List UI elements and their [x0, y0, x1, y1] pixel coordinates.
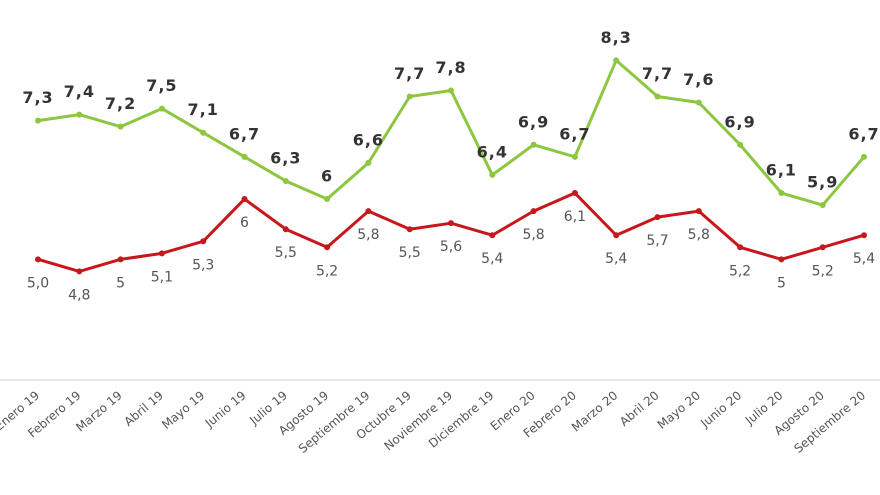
- point: [695, 208, 702, 215]
- point: [571, 190, 578, 197]
- point: [35, 256, 41, 263]
- point: [448, 220, 454, 227]
- point: [200, 129, 207, 136]
- value-label: 7,7: [394, 64, 425, 83]
- value-label: 7,3: [22, 88, 53, 107]
- point: [365, 208, 372, 215]
- x-tick-label: Junio 19: [202, 388, 249, 431]
- value-label: 5,2: [812, 263, 834, 279]
- value-label: 5,0: [27, 275, 49, 291]
- x-tick-label: Septiembre 20: [791, 388, 868, 456]
- point: [695, 99, 702, 106]
- value-label: 6,7: [559, 124, 590, 143]
- point: [819, 202, 826, 209]
- value-label: 8,3: [601, 28, 632, 47]
- point: [571, 153, 578, 160]
- point: [613, 57, 620, 64]
- value-label: 4,8: [68, 287, 90, 303]
- point: [737, 141, 744, 148]
- value-label: 5,1: [151, 269, 173, 285]
- value-label: 5,6: [440, 239, 462, 255]
- point: [158, 250, 165, 257]
- value-label: 5,3: [192, 257, 214, 273]
- point: [117, 123, 124, 130]
- point: [282, 177, 289, 184]
- point: [778, 256, 785, 263]
- value-label: 5,4: [481, 251, 503, 267]
- value-label: 7,2: [105, 94, 136, 113]
- point: [406, 226, 413, 233]
- x-tick-label: Mayo 19: [159, 388, 207, 432]
- point: [35, 117, 41, 124]
- value-label: 7,7: [642, 64, 673, 83]
- value-label: 6,6: [353, 130, 384, 149]
- point: [76, 111, 83, 118]
- value-label: 7,5: [146, 76, 177, 95]
- value-label: 5: [116, 275, 125, 291]
- value-label: 6: [321, 167, 333, 186]
- value-label: 5,2: [729, 263, 751, 279]
- x-tick-label: Septiembre 19: [296, 388, 373, 456]
- value-label: 5,5: [399, 245, 421, 261]
- value-label: 7,6: [683, 70, 714, 89]
- value-label: 5,8: [522, 227, 544, 243]
- value-label: 5,7: [646, 233, 668, 249]
- x-tick-label: Mayo 20: [655, 388, 703, 432]
- value-label: 6,9: [518, 112, 549, 131]
- series-line: [37, 191, 865, 273]
- value-label: 7,8: [435, 58, 466, 77]
- point: [530, 208, 537, 215]
- point: [324, 196, 331, 203]
- value-label: 7,4: [64, 82, 95, 101]
- point: [117, 256, 124, 263]
- value-label: 5,8: [688, 227, 710, 243]
- point: [76, 268, 83, 275]
- x-tick-label: Junio 20: [697, 388, 744, 431]
- value-label: 6,7: [848, 124, 879, 143]
- value-label: 6,9: [724, 112, 755, 131]
- point: [613, 232, 620, 239]
- point: [365, 159, 372, 166]
- value-label: 5,8: [357, 227, 379, 243]
- point: [489, 232, 496, 239]
- point: [324, 244, 331, 251]
- value-label: 5,5: [275, 245, 297, 261]
- value-label: 5,2: [316, 263, 338, 279]
- point: [861, 232, 867, 239]
- value-label: 5,9: [807, 173, 838, 192]
- value-label: 6,1: [564, 209, 586, 225]
- point: [158, 105, 165, 112]
- value-label: 6,3: [270, 148, 301, 167]
- point: [530, 141, 537, 148]
- point: [406, 93, 413, 100]
- x-tick-label: Marzo 19: [73, 388, 124, 434]
- point: [654, 93, 661, 100]
- value-label: 7,1: [188, 100, 219, 119]
- point: [241, 196, 248, 203]
- value-label: 5,4: [853, 251, 875, 267]
- value-label: 6: [240, 215, 249, 231]
- point: [654, 214, 661, 221]
- point: [200, 238, 207, 245]
- value-label: 6,1: [766, 161, 797, 180]
- point: [737, 244, 744, 251]
- point: [489, 171, 496, 178]
- point: [282, 226, 289, 233]
- value-label: 6,4: [477, 142, 508, 161]
- x-tick-label: Marzo 20: [569, 388, 620, 434]
- value-label: 5: [777, 275, 786, 291]
- point: [778, 190, 785, 197]
- value-label: 5,4: [605, 251, 627, 267]
- point: [861, 153, 867, 160]
- point: [819, 244, 826, 251]
- point: [448, 87, 454, 94]
- point: [241, 153, 248, 160]
- value-label: 6,7: [229, 124, 260, 143]
